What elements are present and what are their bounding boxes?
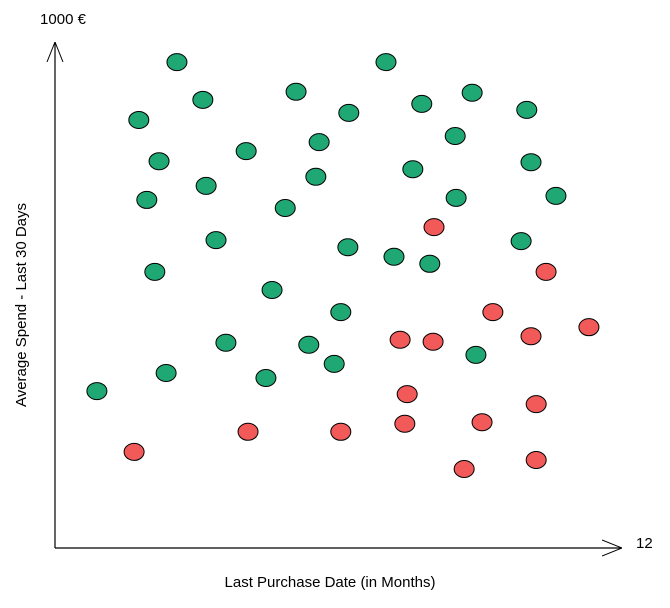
data-point [205, 231, 227, 250]
data-point [192, 90, 214, 109]
data-point [261, 280, 283, 299]
data-point [86, 382, 108, 401]
data-point [389, 330, 411, 349]
data-point [444, 127, 466, 146]
data-point [545, 186, 567, 205]
data-point [525, 395, 547, 414]
data-point [520, 153, 542, 172]
data-point [520, 327, 542, 346]
data-point [375, 53, 397, 72]
x-tick-label: 12 [636, 535, 653, 552]
data-point [323, 354, 345, 373]
data-point [422, 332, 444, 351]
data-point [482, 303, 504, 322]
y-axis-title: Average Spend - Last 30 Days [13, 203, 30, 407]
x-axis-title: Last Purchase Date (in Months) [225, 574, 436, 591]
data-point [423, 218, 445, 237]
data-point [465, 345, 487, 364]
data-point [535, 262, 557, 281]
data-point [411, 94, 433, 113]
data-point [383, 247, 405, 266]
data-point [396, 385, 418, 404]
data-point [337, 238, 359, 257]
data-point [215, 333, 237, 352]
data-point [123, 442, 145, 461]
data-point [394, 414, 416, 433]
data-point [402, 160, 424, 179]
data-point [510, 232, 532, 251]
data-point [237, 422, 259, 441]
y-tick-label: 1000 € [40, 11, 87, 28]
data-point [578, 318, 600, 337]
data-point [461, 83, 483, 102]
data-point [516, 100, 538, 119]
data-point [155, 363, 177, 382]
data-point [195, 176, 217, 195]
data-point [419, 254, 441, 273]
data-point [128, 110, 150, 129]
data-point [330, 303, 352, 322]
data-point [148, 152, 170, 171]
data-point [308, 133, 330, 152]
data-point [136, 190, 158, 209]
data-point [274, 198, 296, 217]
data-point [166, 53, 188, 72]
data-point [235, 142, 257, 161]
data-point [338, 103, 360, 122]
data-point [525, 450, 547, 469]
data-point [285, 82, 307, 101]
data-point [471, 413, 493, 432]
data-point [330, 422, 352, 441]
data-point [144, 262, 166, 281]
data-point [453, 460, 475, 479]
data-point [445, 188, 467, 207]
data-point [298, 335, 320, 354]
data-point [305, 167, 327, 186]
data-point [255, 368, 277, 387]
